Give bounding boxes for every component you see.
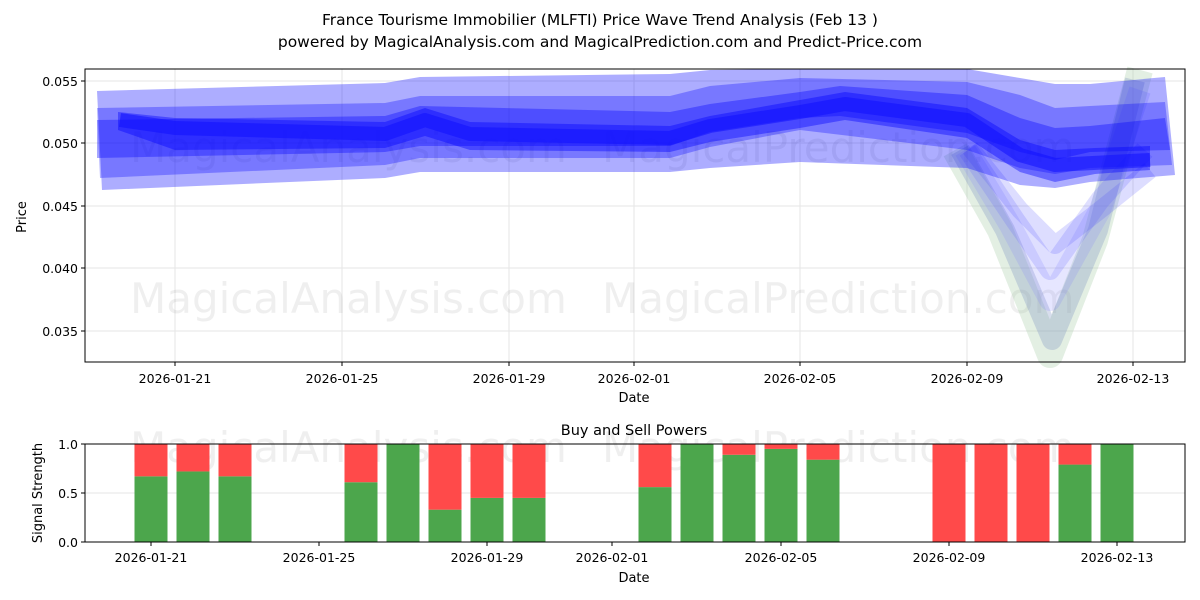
price-y-label: Price bbox=[15, 201, 30, 233]
y-tick-0040: 0.040 bbox=[42, 261, 78, 276]
sell-bar bbox=[134, 444, 168, 477]
x-tick: 2026-02-13 bbox=[1097, 371, 1170, 386]
buy-bar bbox=[722, 454, 756, 542]
buy-bar bbox=[638, 487, 672, 542]
dip-projections bbox=[943, 66, 1156, 368]
y-tick-0045: 0.045 bbox=[42, 199, 78, 214]
x-tick: 2026-01-21 bbox=[115, 550, 188, 565]
mid-band bbox=[97, 78, 1172, 178]
sell-bar bbox=[638, 444, 672, 488]
sell-bar bbox=[470, 444, 504, 498]
buy-bar bbox=[1058, 464, 1092, 542]
signal-bars bbox=[134, 444, 1134, 542]
x-tick: 2026-02-01 bbox=[598, 371, 671, 386]
watermark-prediction-mid: MagicalPrediction.com bbox=[602, 274, 1075, 323]
y-tick-0: 0.0 bbox=[58, 535, 78, 550]
x-tick: 2026-01-25 bbox=[306, 371, 379, 386]
center-line bbox=[118, 97, 1151, 172]
signal-y-label: Signal Strength bbox=[31, 443, 46, 543]
sell-bar bbox=[722, 444, 756, 455]
y-tick-0055: 0.055 bbox=[42, 74, 78, 89]
sell-bar bbox=[176, 444, 210, 472]
x-tick: 2026-01-29 bbox=[473, 371, 546, 386]
sell-bar bbox=[932, 444, 966, 542]
price-x-ticks: 2026-01-21 2026-01-25 2026-01-29 2026-02… bbox=[139, 362, 1170, 386]
buy-bar bbox=[1100, 444, 1134, 542]
x-tick: 2026-02-01 bbox=[576, 550, 649, 565]
sell-bar bbox=[218, 444, 252, 477]
buy-bar bbox=[764, 448, 798, 542]
outer-band bbox=[97, 69, 1175, 190]
buy-bar bbox=[386, 444, 420, 542]
signal-chart: Buy and Sell Powers MagicalAnalysis.com … bbox=[31, 423, 1186, 586]
signal-x-label: Date bbox=[618, 571, 649, 586]
buy-bar bbox=[512, 497, 546, 542]
y-tick-0050: 0.050 bbox=[42, 136, 78, 151]
x-tick: 2026-01-29 bbox=[451, 550, 524, 565]
buy-bar bbox=[344, 482, 378, 542]
x-tick: 2026-01-21 bbox=[139, 371, 212, 386]
sell-bar bbox=[974, 444, 1008, 542]
buy-bar bbox=[470, 497, 504, 542]
watermark-analysis-mid: MagicalAnalysis.com bbox=[130, 274, 567, 323]
x-tick: 2026-02-13 bbox=[1081, 550, 1154, 565]
sell-bar bbox=[1058, 444, 1092, 465]
sell-bar bbox=[344, 444, 378, 483]
sell-bar bbox=[1016, 444, 1050, 542]
buy-bar bbox=[428, 509, 462, 542]
price-x-label: Date bbox=[618, 391, 649, 406]
x-tick: 2026-02-05 bbox=[745, 550, 818, 565]
sell-bar bbox=[512, 444, 546, 498]
x-tick: 2026-02-09 bbox=[931, 371, 1004, 386]
price-chart: MagicalAnalysis.com MagicalPrediction.co… bbox=[15, 66, 1186, 406]
buy-bar bbox=[806, 459, 840, 542]
buy-bar bbox=[680, 444, 714, 542]
sell-bar bbox=[764, 444, 798, 449]
y-tick-0035: 0.035 bbox=[42, 324, 78, 339]
sell-bar bbox=[806, 444, 840, 460]
x-tick: 2026-02-09 bbox=[913, 550, 986, 565]
buy-bar bbox=[176, 471, 210, 542]
x-tick: 2026-01-25 bbox=[283, 550, 356, 565]
chart-title: France Tourisme Immobilier (MLFTI) Price… bbox=[322, 11, 878, 29]
sell-bar bbox=[428, 444, 462, 510]
price-axes-frame bbox=[84, 68, 1186, 363]
chart-subtitle: powered by MagicalAnalysis.com and Magic… bbox=[277, 33, 923, 51]
signal-y-ticks: 1.0 0.5 0.0 bbox=[58, 437, 85, 550]
buy-bar bbox=[218, 476, 252, 542]
x-tick: 2026-02-05 bbox=[764, 371, 837, 386]
y-tick-05: 0.5 bbox=[58, 486, 78, 501]
price-y-ticks: 0.055 0.050 0.045 0.040 0.035 bbox=[42, 74, 85, 339]
signal-x-ticks: 2026-01-21 2026-01-25 2026-01-29 2026-02… bbox=[115, 542, 1154, 565]
y-tick-1: 1.0 bbox=[58, 437, 78, 452]
buy-bar bbox=[134, 476, 168, 542]
signal-chart-title: Buy and Sell Powers bbox=[561, 423, 707, 439]
